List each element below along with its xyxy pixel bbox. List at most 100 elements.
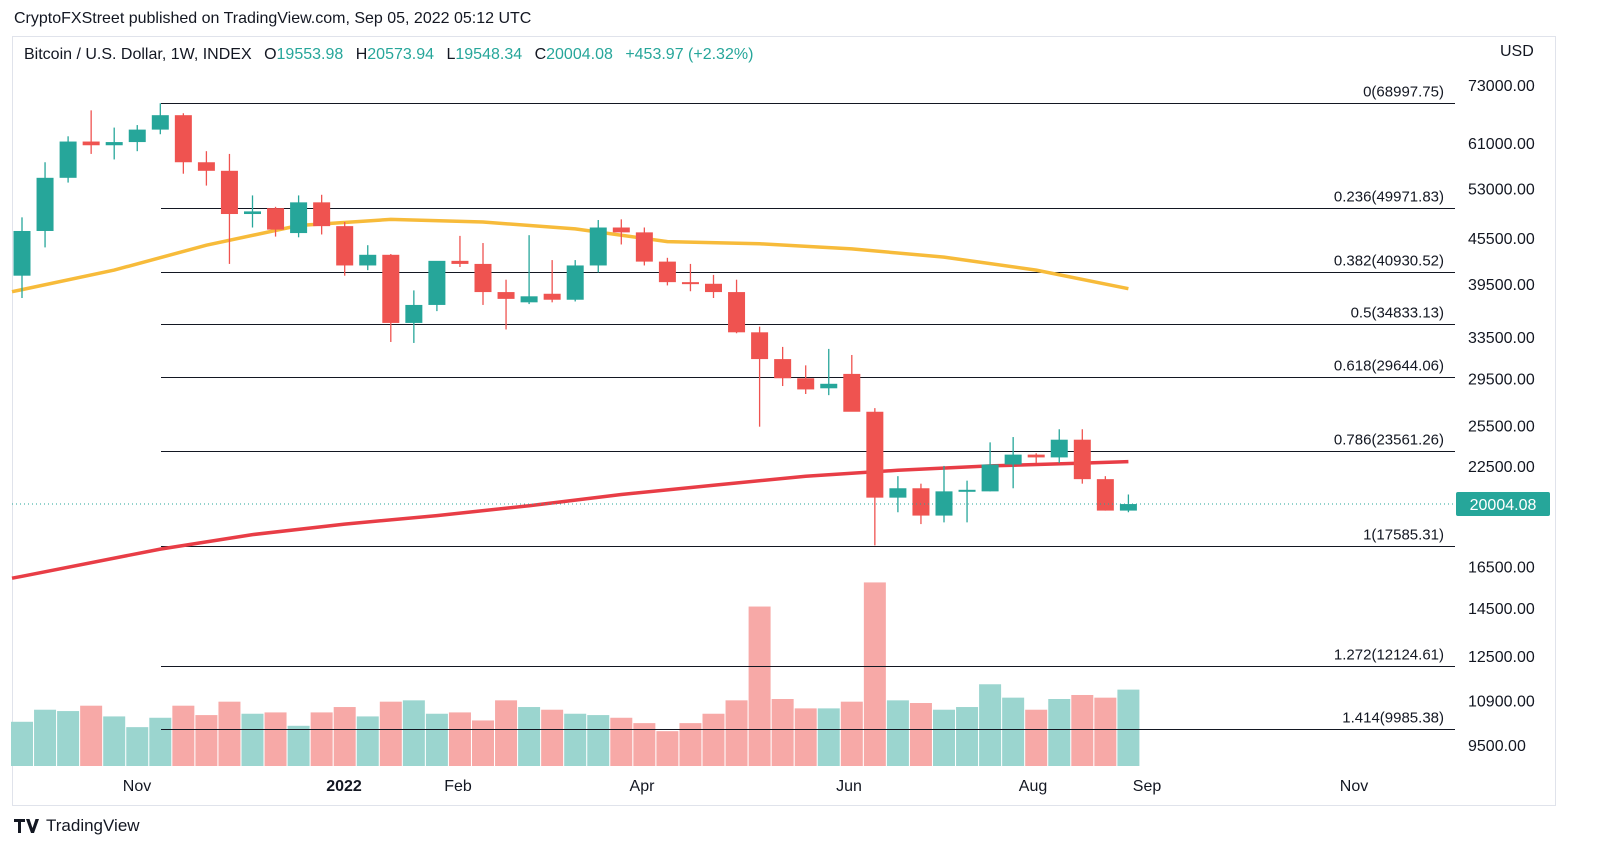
volume-bar bbox=[126, 727, 149, 766]
candle-body bbox=[174, 115, 192, 163]
volume-bar bbox=[356, 716, 379, 766]
volume-bar bbox=[310, 712, 333, 766]
fib-level-label: 1.414(9985.38) bbox=[1342, 710, 1444, 727]
volume-bar bbox=[748, 606, 771, 766]
y-tick-label: 12500.00 bbox=[1468, 649, 1535, 666]
candle-body bbox=[612, 227, 630, 233]
candle-body bbox=[728, 292, 746, 333]
published-by-line: CryptoFXStreet published on TradingView.… bbox=[14, 10, 532, 27]
volume-bar bbox=[702, 713, 725, 766]
candle-body bbox=[889, 488, 907, 498]
candle-body bbox=[197, 162, 215, 171]
volume-bar bbox=[11, 721, 33, 766]
candle-body bbox=[843, 373, 861, 412]
volume-bar bbox=[402, 700, 425, 766]
change-value: +453.97 (+2.32%) bbox=[625, 46, 754, 63]
candle-body bbox=[1096, 479, 1114, 511]
volume-bar bbox=[863, 582, 886, 766]
volume-bar bbox=[587, 715, 610, 766]
volume-bar bbox=[264, 712, 287, 766]
x-tick-label: Aug bbox=[1019, 778, 1047, 795]
x-tick-label: Feb bbox=[444, 778, 472, 795]
fib-level-label: 1.272(12124.61) bbox=[1334, 647, 1444, 664]
candle-body bbox=[220, 170, 238, 215]
volume-bar bbox=[933, 709, 955, 766]
candle-body bbox=[290, 202, 308, 234]
fib-level-label: 1(17585.31) bbox=[1363, 527, 1444, 544]
candle-body bbox=[566, 265, 584, 300]
candle-body bbox=[497, 292, 515, 299]
candle-body bbox=[128, 129, 146, 143]
volume-bar bbox=[425, 713, 448, 766]
volume-bar bbox=[840, 701, 863, 766]
fib-level-label: 0.5(34833.13) bbox=[1351, 305, 1444, 322]
x-tick-label: 2022 bbox=[326, 778, 362, 795]
candle-body bbox=[820, 383, 838, 389]
candle-body bbox=[681, 282, 699, 285]
y-tick-label: 9500.00 bbox=[1468, 738, 1526, 755]
symbol-legend: Bitcoin / U.S. Dollar, 1W, INDEX O19553.… bbox=[24, 46, 753, 64]
candle-body bbox=[405, 304, 423, 323]
volume-bar bbox=[656, 731, 679, 766]
candle-body bbox=[774, 359, 792, 379]
chart-frame bbox=[12, 36, 1556, 806]
candle-body bbox=[658, 261, 676, 283]
volume-bar bbox=[103, 716, 126, 766]
volume-bar bbox=[149, 717, 172, 766]
volume-bar bbox=[287, 725, 310, 766]
candle-body bbox=[428, 260, 446, 305]
candle-body bbox=[797, 378, 815, 390]
volume-bar bbox=[564, 713, 587, 766]
volume-bar bbox=[34, 709, 57, 766]
volume-bar bbox=[909, 703, 932, 766]
volume-bar bbox=[725, 700, 748, 766]
low-value: 19548.34 bbox=[455, 46, 523, 63]
x-tick-label: Nov bbox=[123, 778, 151, 795]
candle-body bbox=[59, 141, 77, 178]
ma200-line bbox=[11, 459, 1129, 580]
high-value: 20573.94 bbox=[367, 46, 435, 63]
candle-body bbox=[36, 177, 54, 231]
open-label: O bbox=[264, 46, 277, 63]
y-tick-label: 33500.00 bbox=[1468, 330, 1535, 347]
symbol-name[interactable]: Bitcoin / U.S. Dollar, 1W, INDEX bbox=[24, 46, 252, 63]
candle-body bbox=[1050, 439, 1068, 458]
y-tick-label: 29500.00 bbox=[1468, 371, 1535, 388]
ma50-line bbox=[11, 217, 1129, 294]
candle-body bbox=[451, 260, 469, 264]
candle-body bbox=[1004, 454, 1022, 465]
y-tick-label: 10900.00 bbox=[1468, 694, 1535, 711]
volume-bar bbox=[886, 700, 909, 766]
fib-level-label: 0(68997.75) bbox=[1363, 84, 1444, 101]
volume-bar bbox=[1002, 697, 1025, 766]
close-label: C bbox=[534, 46, 547, 63]
volume-bar bbox=[956, 707, 979, 766]
open-value: 19553.98 bbox=[276, 46, 344, 63]
y-tick-label: 45500.00 bbox=[1468, 231, 1535, 248]
y-tick-label: 39500.00 bbox=[1468, 277, 1535, 294]
candle-body bbox=[244, 211, 261, 215]
candle-body bbox=[981, 464, 999, 492]
candle-body bbox=[336, 226, 354, 266]
volume-bar bbox=[1117, 689, 1140, 766]
candle-body bbox=[543, 293, 561, 300]
volume-bar bbox=[633, 723, 656, 766]
candle-body bbox=[382, 254, 400, 323]
tradingview-footer[interactable]: TradingView bbox=[14, 816, 140, 836]
volume-bar bbox=[541, 709, 564, 766]
low-label: L bbox=[446, 46, 456, 63]
y-tick-label: 25500.00 bbox=[1468, 418, 1535, 435]
candle-body bbox=[82, 141, 100, 146]
close-value: 20004.08 bbox=[546, 46, 613, 63]
volume-bar bbox=[518, 707, 541, 766]
volume-bar bbox=[979, 684, 1002, 766]
candle-body bbox=[267, 208, 285, 230]
candle-body bbox=[520, 296, 538, 303]
fib-level-label: 0.236(49971.83) bbox=[1334, 189, 1444, 206]
y-tick-label: 16500.00 bbox=[1468, 559, 1535, 576]
currency-label[interactable]: USD bbox=[1500, 43, 1534, 60]
candle-body bbox=[751, 332, 769, 360]
x-tick-label: Nov bbox=[1340, 778, 1368, 795]
last-price-label: 20004.08 bbox=[1470, 497, 1537, 514]
